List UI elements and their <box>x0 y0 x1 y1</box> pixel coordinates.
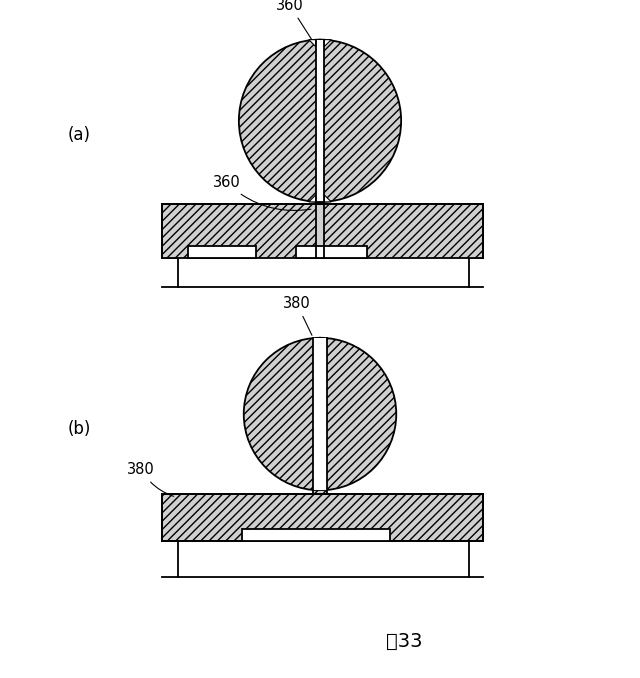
Polygon shape <box>324 39 332 47</box>
Bar <box>316 39 324 202</box>
Bar <box>316 202 324 204</box>
Bar <box>296 246 367 258</box>
Text: 図33: 図33 <box>387 632 423 651</box>
Text: 360: 360 <box>212 175 311 210</box>
Text: 380: 380 <box>283 296 312 336</box>
Wedge shape <box>320 338 396 490</box>
Wedge shape <box>239 39 320 202</box>
Bar <box>316 202 324 204</box>
Bar <box>313 490 327 494</box>
Wedge shape <box>244 338 320 490</box>
Bar <box>162 204 483 258</box>
Text: (b): (b) <box>68 420 91 437</box>
Text: 360: 360 <box>276 0 312 40</box>
Text: (a): (a) <box>68 126 91 144</box>
Polygon shape <box>308 195 316 202</box>
Bar <box>242 530 390 541</box>
Text: 380: 380 <box>127 462 173 496</box>
Wedge shape <box>320 39 401 202</box>
Polygon shape <box>324 195 332 202</box>
Bar <box>162 494 483 541</box>
Polygon shape <box>308 39 316 47</box>
Bar <box>188 246 257 258</box>
Bar <box>316 204 324 258</box>
Bar <box>313 338 327 490</box>
